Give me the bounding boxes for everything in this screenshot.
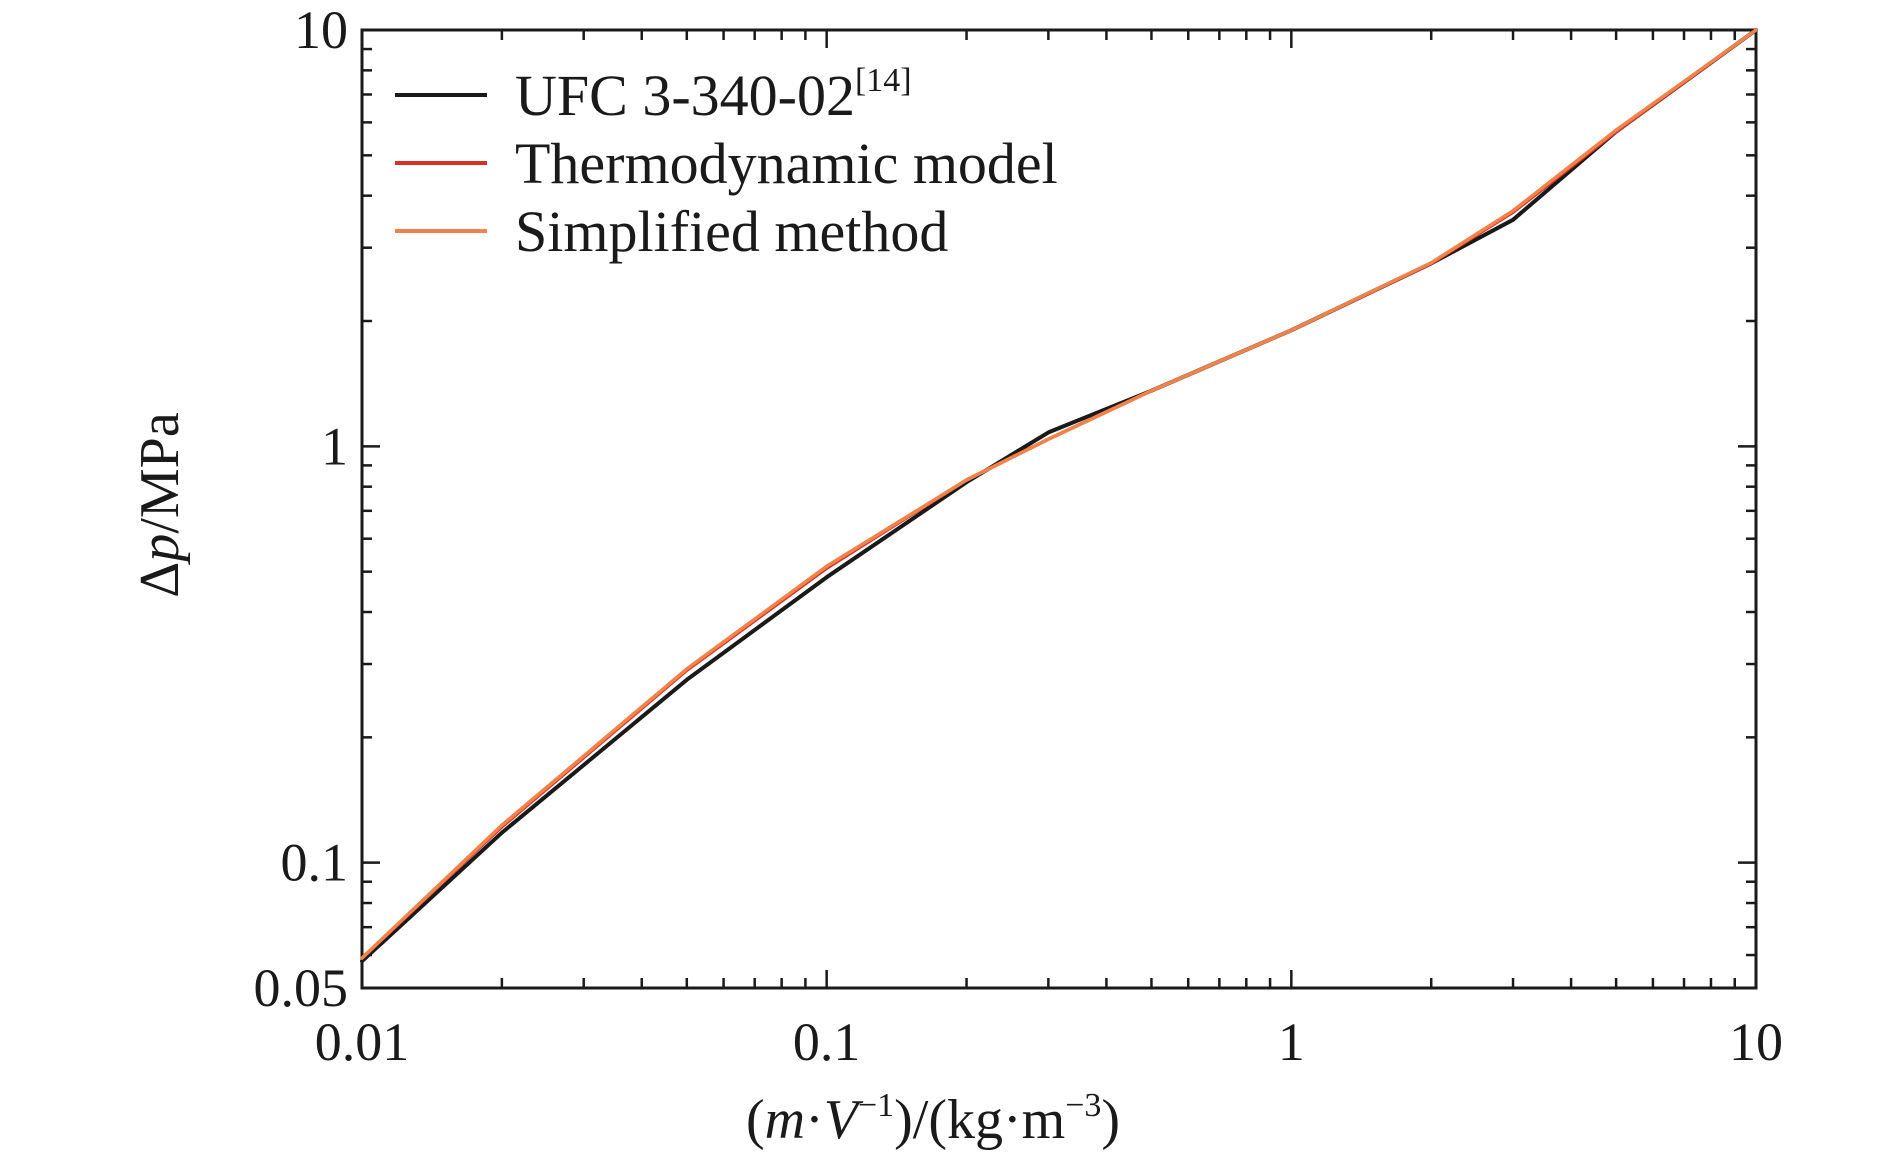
x-axis-title-open: ( — [746, 1089, 765, 1151]
legend: UFC 3-340-02[14]Thermodynamic modelSimpl… — [395, 62, 1058, 264]
series-line-1 — [360, 28, 1758, 964]
legend-label-text: Thermodynamic model — [515, 131, 1058, 196]
x-axis-title: (m·V−1)/(kg·m−3) — [746, 1087, 1120, 1151]
x-axis-title-exp1: −1 — [858, 1087, 894, 1124]
legend-label-text: UFC 3-340-02 — [515, 63, 855, 128]
legend-label-2: Thermodynamic model — [515, 131, 1058, 196]
x-axis-title-mid: )/(kg·m — [894, 1089, 1065, 1151]
legend-label-1: UFC 3-340-02[14] — [515, 62, 912, 128]
x-tick-label: 1 — [1278, 1012, 1305, 1072]
series-layer — [360, 28, 1758, 964]
x-tick-label: 0.01 — [315, 1012, 410, 1072]
plot-frame — [360, 28, 1758, 990]
legend-label-3: Simplified method — [515, 199, 948, 264]
legend-label-sup: [14] — [855, 62, 912, 99]
y-tick-label: 0.1 — [281, 833, 349, 893]
legend-label-text: Simplified method — [515, 199, 948, 264]
y-axis-title-unit: /MPa — [129, 412, 191, 533]
series-line-3 — [360, 28, 1758, 960]
x-axis-title-dot: · — [805, 1089, 824, 1151]
y-tick-label: 1 — [321, 416, 348, 476]
y-axis-title: Δp/MPa — [129, 412, 191, 598]
plot-layer — [360, 28, 1758, 990]
ticks-layer: 0.01 0.1 1 10 0.05 0.1 1 10 — [254, 0, 1784, 1072]
x-tick-label: 10 — [1729, 1012, 1783, 1072]
y-tick-label: 0.05 — [254, 958, 349, 1018]
y-axis-title-p: p — [129, 534, 191, 566]
x-axis-title-exp2: −3 — [1065, 1087, 1101, 1124]
x-axis-title-close: ) — [1101, 1089, 1120, 1151]
x-tick-label: 0.1 — [793, 1012, 861, 1072]
y-axis-title-delta: Δ — [129, 562, 191, 598]
x-axis-title-m: m — [765, 1089, 805, 1151]
y-tick-label: 10 — [294, 0, 348, 60]
x-axis-title-v: V — [824, 1089, 864, 1151]
